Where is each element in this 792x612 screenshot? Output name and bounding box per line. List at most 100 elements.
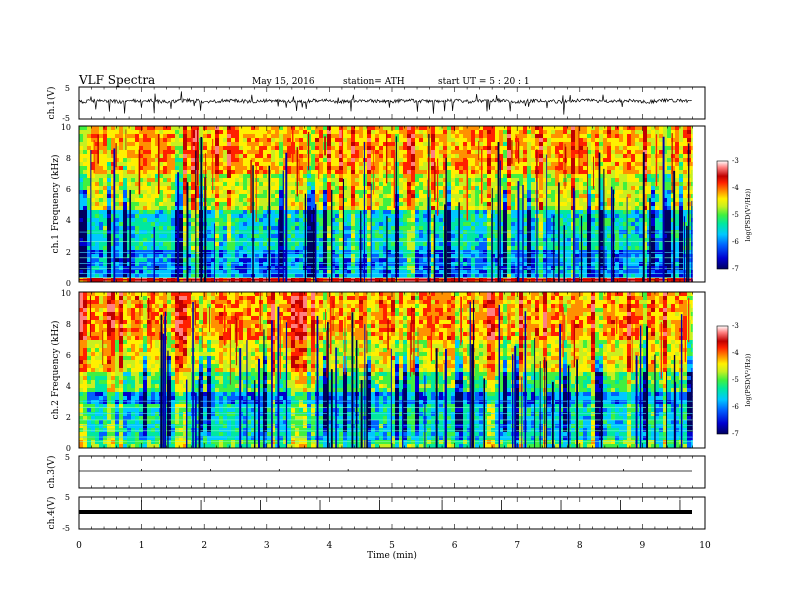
spectrogram-cell [495, 222, 500, 227]
spectrogram-cell [459, 222, 464, 227]
spectrogram-cell [259, 150, 264, 155]
spectrogram-cell [487, 162, 492, 167]
spectrogram-cell [235, 198, 240, 203]
spectrogram-cell [271, 190, 276, 195]
spectrogram-cell [415, 182, 420, 187]
spectrogram-cell [403, 174, 408, 179]
spectrogram-cell [387, 266, 392, 271]
spectrogram-cell [503, 186, 508, 191]
spectrogram-cell [283, 142, 288, 147]
spectrogram-cell [563, 258, 568, 263]
spectrogram-cell [459, 182, 464, 187]
spectrogram-cell [95, 162, 100, 167]
spectrogram-cell [379, 242, 384, 247]
spectrogram-cell [523, 190, 528, 195]
spectrogram-cell [575, 130, 580, 135]
spectrogram-cell [119, 150, 124, 155]
spectrogram-cell [247, 234, 252, 239]
spectrogram-cell [371, 266, 376, 271]
spectrogram-cell [239, 162, 244, 167]
spectrogram-cell [115, 162, 120, 167]
spectrogram-cell [131, 222, 136, 227]
spectrogram-cell [331, 150, 336, 155]
spectrogram-cell [179, 262, 184, 267]
spectrogram-cell [171, 186, 176, 191]
spectrogram-cell [147, 242, 152, 247]
spectrogram-cell [403, 146, 408, 151]
spectrogram-cell [143, 218, 148, 223]
spectrogram-cell [547, 258, 552, 263]
spectrogram-cell [331, 210, 336, 215]
spectrogram-cell [435, 234, 440, 239]
spectrogram-cell [515, 138, 520, 143]
spectrogram-cell [231, 274, 236, 279]
spectrogram-cell [503, 274, 508, 279]
spectrogram-cell [227, 226, 232, 231]
spectrogram-cell [523, 270, 528, 275]
spectrogram-cell [419, 178, 424, 183]
spectrogram-cell [343, 174, 348, 179]
spectrogram-cell [567, 190, 572, 195]
spectrogram-cell [483, 254, 488, 259]
spectrogram-cell [239, 130, 244, 135]
spectrogram-cell [95, 274, 100, 279]
spectrogram-cell [483, 238, 488, 243]
spectrogram-cell [343, 266, 348, 271]
spectrogram-cell [451, 186, 456, 191]
spectrogram-cell [391, 194, 396, 199]
spectrogram-cell [531, 238, 536, 243]
ch1-waveform-line [78, 91, 692, 115]
spectrogram-cell [235, 242, 240, 247]
spectrogram-cell [291, 214, 296, 219]
spectrogram-cell [479, 142, 484, 147]
spectrogram-cell [467, 154, 472, 159]
spectrogram-cell [255, 134, 260, 139]
spectrogram-cell [287, 218, 292, 223]
spectrogram-cell [111, 158, 116, 163]
spectrogram-cell [319, 178, 324, 183]
spectrogram-cell [107, 130, 112, 135]
spectrogram-cell [479, 274, 484, 279]
spectrogram-cell [379, 210, 384, 215]
spectrogram-cell [167, 194, 172, 199]
spectrogram-cell [559, 134, 564, 139]
spectrogram-cell [535, 142, 540, 147]
spectrogram-cell [263, 130, 268, 135]
spectrogram-cell [343, 194, 348, 199]
spectrogram-cell [527, 246, 532, 251]
spectrogram-cell [315, 130, 320, 135]
spectrogram-cell [247, 202, 252, 207]
spectrogram-cell [243, 226, 248, 231]
spectrogram-cell [235, 258, 240, 263]
spectrogram-cell [563, 274, 568, 279]
spectrogram-cell [247, 158, 252, 163]
spectrogram-cell [291, 198, 296, 203]
spectrogram-cell [207, 186, 212, 191]
spectrogram-cell [459, 146, 464, 151]
spectrogram-cell [415, 142, 420, 147]
spectrogram-cell [459, 154, 464, 159]
spectrogram-cell [375, 270, 380, 275]
spectrogram-cell [375, 234, 380, 239]
spectrogram-cell [335, 246, 340, 251]
spectrogram-cell [423, 126, 428, 131]
spectrogram-cell [227, 270, 232, 275]
spectrogram-cell [563, 134, 568, 139]
spectrogram-cell [283, 218, 288, 223]
spectrogram-cell [487, 142, 492, 147]
spectrogram-cell [291, 238, 296, 243]
spectrogram-cell [95, 270, 100, 275]
spectrogram-cell [499, 190, 504, 195]
spectrogram-cell [379, 166, 384, 171]
spectrogram-cell [79, 162, 84, 167]
spectrogram-cell [287, 226, 292, 231]
spectrogram-cell [115, 146, 120, 151]
spectrogram-cell [499, 222, 504, 227]
spectrogram-cell [99, 142, 104, 147]
spectrogram-cell [435, 130, 440, 135]
spectrogram-cell [483, 170, 488, 175]
spectrogram-cell [323, 214, 328, 219]
spectrogram-cell [527, 194, 532, 199]
spectrogram-cell [379, 194, 384, 199]
spectrogram-cell [575, 166, 580, 171]
